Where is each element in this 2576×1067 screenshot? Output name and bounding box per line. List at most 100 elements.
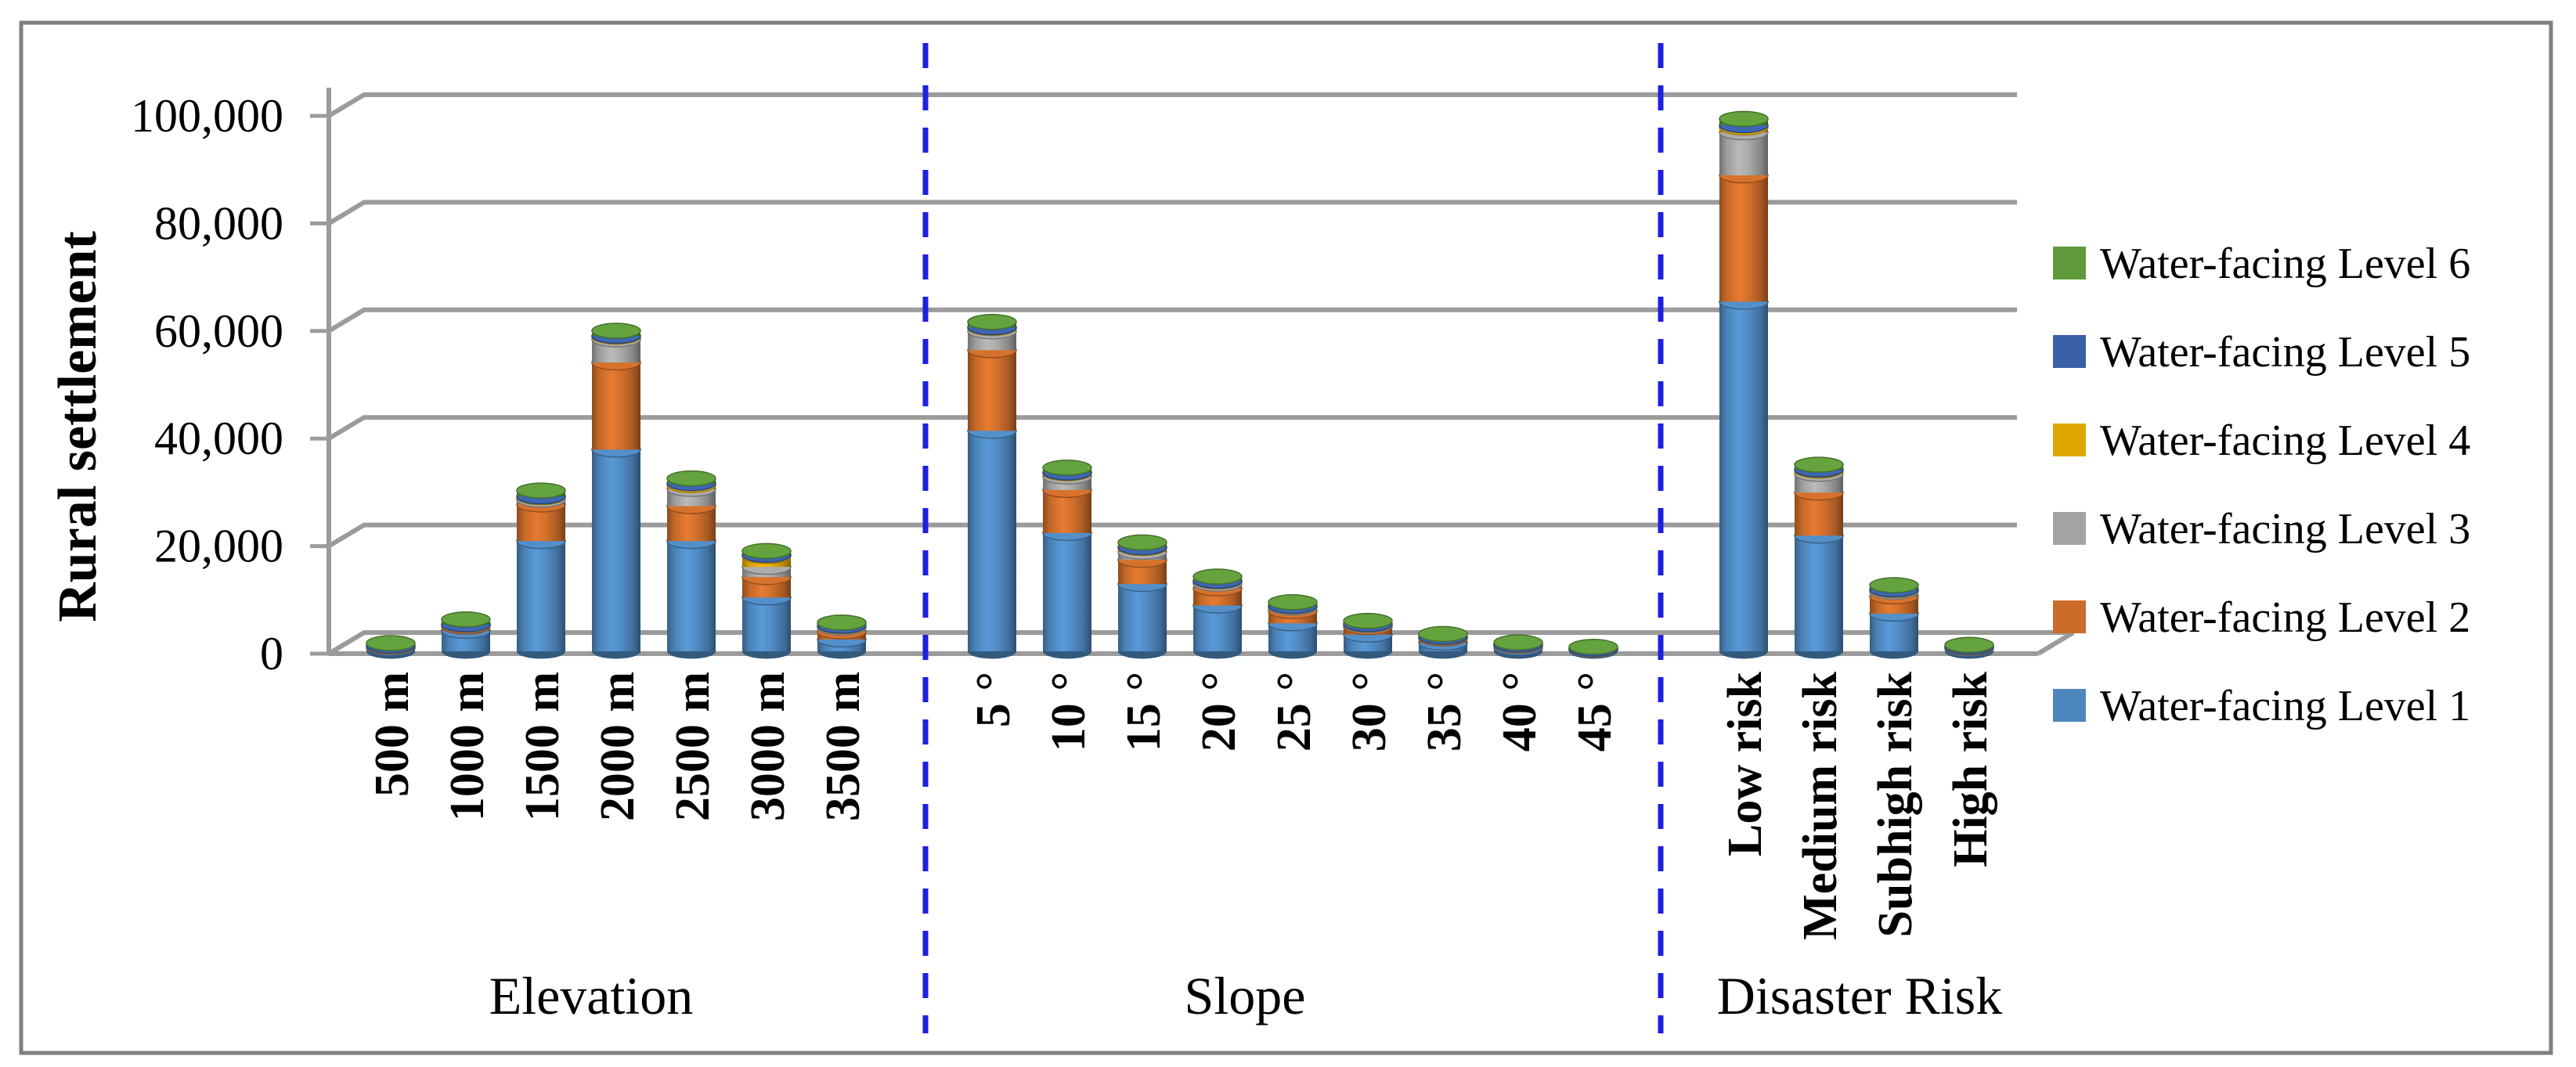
bar-20-° bbox=[1192, 568, 1243, 659]
category-label: Subhigh risk bbox=[1869, 671, 1922, 937]
category-label: 30 ° bbox=[1343, 672, 1396, 752]
y-gridline bbox=[327, 200, 2017, 225]
segment-cap bbox=[591, 323, 641, 339]
segment-cap bbox=[366, 635, 416, 651]
y-gridline bbox=[327, 307, 2017, 333]
category-label: 35 ° bbox=[1418, 672, 1471, 752]
bar-segment bbox=[1719, 301, 1768, 651]
bar-segment bbox=[1043, 532, 1091, 651]
bar-high-risk bbox=[1944, 636, 1994, 659]
y-gridline bbox=[327, 522, 2017, 549]
bar-15-° bbox=[1117, 534, 1167, 659]
plot-floor-back-edge bbox=[327, 630, 2073, 656]
segment-cap bbox=[1944, 636, 1994, 654]
y-tick-label: 80,000 bbox=[154, 197, 283, 249]
bar-segment bbox=[1118, 584, 1167, 651]
bar-3000-m bbox=[741, 543, 792, 659]
segment-cap bbox=[441, 611, 491, 628]
category-label: 20 ° bbox=[1192, 672, 1246, 752]
bar-3500-m bbox=[817, 614, 867, 659]
legend-swatch bbox=[2053, 600, 2086, 633]
bar-segment bbox=[968, 350, 1016, 431]
bar-segment bbox=[592, 449, 640, 651]
y-tick-label: 0 bbox=[260, 628, 283, 679]
category-label: 45 ° bbox=[1568, 672, 1622, 752]
category-label: Low risk bbox=[1719, 671, 1772, 856]
category-label: 2500 m bbox=[666, 672, 720, 821]
segment-cap bbox=[1042, 460, 1092, 476]
segment-cap bbox=[1719, 110, 1769, 128]
segment-cap bbox=[1418, 625, 1468, 643]
bar-2000-m bbox=[591, 323, 641, 659]
bar-1000-m bbox=[441, 611, 491, 659]
legend-swatch bbox=[2053, 335, 2086, 368]
category-label: 1500 m bbox=[516, 672, 569, 821]
y-tick-label: 60,000 bbox=[154, 305, 283, 357]
group-label: Elevation bbox=[489, 966, 694, 1026]
y-axis-title: Rural settlement bbox=[48, 231, 108, 622]
segment-cap bbox=[666, 470, 716, 487]
bar-30-° bbox=[1343, 612, 1393, 659]
category-label: 15 ° bbox=[1117, 672, 1171, 752]
legend-swatch bbox=[2053, 689, 2086, 722]
category-label: 3500 m bbox=[817, 672, 870, 821]
legend: Water-facing Level 6 Water-facing Level 5… bbox=[2053, 240, 2470, 730]
bar-subhigh-risk bbox=[1869, 577, 1919, 659]
legend-swatch bbox=[2053, 247, 2086, 279]
segment-cap bbox=[967, 313, 1017, 330]
legend-label: Water-facing Level 2 bbox=[2100, 593, 2470, 642]
bar-segment bbox=[1719, 175, 1768, 302]
category-label: 25 ° bbox=[1268, 672, 1321, 752]
segment-cap bbox=[741, 543, 792, 560]
bar-segment bbox=[517, 541, 565, 651]
segment-cap bbox=[516, 482, 566, 499]
segment-cap bbox=[817, 614, 867, 631]
bar-segment bbox=[592, 362, 640, 450]
bar-25-° bbox=[1268, 594, 1318, 659]
legend-swatch bbox=[2053, 512, 2086, 545]
segment-cap bbox=[1117, 534, 1167, 551]
bar-segment bbox=[1795, 535, 1843, 651]
bar-segment bbox=[968, 431, 1016, 651]
group-label: Disaster Risk bbox=[1717, 966, 2003, 1026]
y-tick-label: 20,000 bbox=[154, 521, 283, 572]
bar-45-° bbox=[1568, 639, 1618, 659]
bar-low-risk bbox=[1719, 110, 1769, 659]
bar-segment bbox=[667, 541, 716, 651]
category-label: 40 ° bbox=[1493, 672, 1546, 752]
legend-label: Water-facing Level 4 bbox=[2100, 416, 2470, 465]
category-label: 2000 m bbox=[591, 672, 644, 821]
segment-cap bbox=[1869, 577, 1919, 593]
bar-35-° bbox=[1418, 625, 1468, 659]
category-label: High risk bbox=[1944, 671, 1997, 867]
y-tick-label: 40,000 bbox=[154, 413, 283, 464]
group-label: Slope bbox=[1185, 966, 1306, 1026]
category-label: Medium risk bbox=[1794, 671, 1847, 939]
y-gridline bbox=[327, 92, 2017, 118]
legend-label: Water-facing Level 1 bbox=[2100, 682, 2470, 730]
figure-border bbox=[19, 20, 2553, 1055]
category-label: 3000 m bbox=[741, 672, 795, 821]
segment-cap bbox=[1568, 639, 1618, 655]
legend-label: Water-facing Level 6 bbox=[2100, 240, 2470, 288]
bar-10-° bbox=[1042, 460, 1092, 659]
legend-swatch bbox=[2053, 424, 2086, 456]
bar-500-m bbox=[366, 635, 416, 659]
category-label: 5 ° bbox=[967, 672, 1020, 727]
bar-40-° bbox=[1493, 634, 1543, 659]
y-tick-label: 100,000 bbox=[131, 90, 283, 142]
segment-cap bbox=[1343, 612, 1393, 629]
bar-2500-m bbox=[666, 470, 716, 659]
bar-5-° bbox=[967, 313, 1017, 659]
segment-cap bbox=[1794, 456, 1844, 473]
bar-1500-m bbox=[516, 482, 566, 659]
category-label: 10 ° bbox=[1042, 672, 1095, 752]
bars-group bbox=[366, 110, 1994, 659]
bar-medium-risk bbox=[1794, 456, 1844, 659]
legend-label: Water-facing Level 5 bbox=[2100, 328, 2470, 377]
plot-floor-right-edge bbox=[2037, 630, 2075, 656]
segment-cap bbox=[1493, 634, 1543, 651]
